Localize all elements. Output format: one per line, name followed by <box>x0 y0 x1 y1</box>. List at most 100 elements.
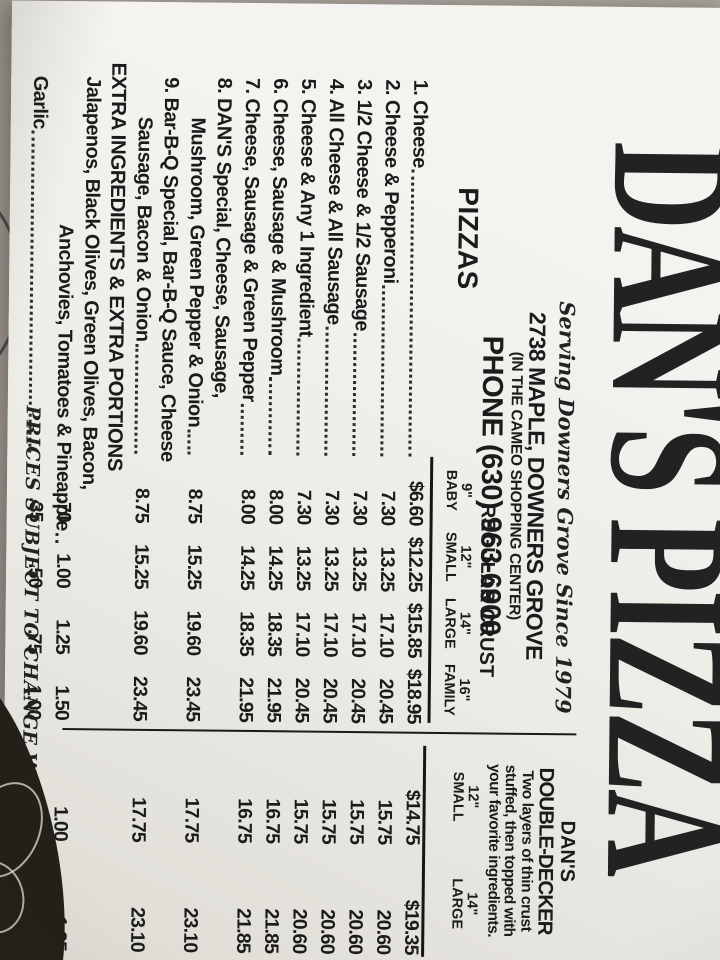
price-regular-crust: 20.45 <box>374 678 397 724</box>
price-regular-crust: $15.85 <box>403 602 426 658</box>
price-regular-crust: 8.00 <box>236 489 259 525</box>
price-double-decker: 23.10 <box>126 906 149 952</box>
column-size: 9" <box>457 482 475 499</box>
menu-tagline: Serving Downers Grove Since 1979 <box>550 301 580 714</box>
dotted-leader <box>240 403 244 455</box>
dotted-leader <box>296 338 301 456</box>
price-regular-crust: 13.25 <box>291 545 315 591</box>
item-text: Garlic <box>28 75 52 129</box>
item-name-line: 8. DAN'S Special, Cheese, Sausage, <box>209 77 236 398</box>
item-text: 2. Cheese & Pepperoni <box>379 79 404 284</box>
menu-item-list: 1. Cheese $6.60 $12.25 $15.85 $18.95 $14.75 $1… <box>16 62 433 960</box>
item-name-block: 3. 1/2 Cheese & 1/2 Sausage <box>346 79 377 459</box>
item-text: 3. 1/2 Cheese & 1/2 Sausage <box>350 79 376 331</box>
item-text: 1. Cheese <box>408 79 432 168</box>
price-regular-crust: 14.25 <box>235 545 259 591</box>
column-label: FAMILY <box>440 663 458 716</box>
price-regular-crust: 23.45 <box>128 675 151 721</box>
price-regular-crust: 21.95 <box>262 677 285 723</box>
price-regular-crust: 17.10 <box>347 612 370 658</box>
price-double-decker: 23.10 <box>179 907 202 953</box>
item-name-line: 6. Cheese, Sausage & Mushroom <box>262 78 293 458</box>
price-double-decker: 21.85 <box>260 908 283 954</box>
column-size: 16" <box>455 678 472 702</box>
column-label: SMALL <box>441 531 459 582</box>
dotted-leader <box>352 332 357 457</box>
price-regular-crust: 17.10 <box>319 611 342 657</box>
item-name-block: 8. DAN'S Special, Cheese, Sausage, Mushro… <box>181 77 237 458</box>
price-regular-crust: 19.60 <box>182 610 205 656</box>
extra-item-row: Jalapenos, Black Olives, Green Olives, B… <box>45 76 106 958</box>
column-header-dd-small: 12" SMALL <box>450 743 481 850</box>
item-text: 5. Cheese & Any 1 Ingredient <box>294 78 320 337</box>
dotted-leader <box>187 429 191 455</box>
price-regular-crust: 20.45 <box>290 677 313 723</box>
price-regular-crust: $6.60 <box>404 480 428 526</box>
column-size: 14" <box>456 611 473 636</box>
price-double-decker: 15.75 <box>345 799 368 845</box>
price-regular-crust: 19.60 <box>129 609 152 655</box>
column-size: 14" <box>463 892 481 916</box>
item-name-block: 6. Cheese, Sausage & Mushroom <box>262 78 293 458</box>
item-name-line: 7. Cheese, Sausage & Green Pepper <box>234 78 265 458</box>
double-decker-columns: 12" SMALL 14" LARGE <box>449 743 482 957</box>
price-regular-crust: 1.25 <box>51 619 74 655</box>
item-name-block: 5. Cheese & Any 1 Ingredient <box>290 78 321 458</box>
price-regular-crust: 1.00 <box>51 553 75 589</box>
price-double-decker: 17.75 <box>180 797 203 843</box>
dotted-leader <box>408 169 415 457</box>
column-header-large: 14" LARGE <box>441 590 472 657</box>
price-regular-crust: 15.25 <box>182 544 206 590</box>
item-name-line: 5. Cheese & Any 1 Ingredient <box>290 78 321 458</box>
menu-item-row: 9. Bar-B-Q Special, Bar-B-Q Sauce, Chees… <box>123 77 184 959</box>
price-regular-crust: $18.95 <box>402 668 426 724</box>
double-decker-description: your favorite ingredients. <box>484 763 504 938</box>
price-double-decker: 15.75 <box>317 798 340 844</box>
double-decker-description: Two layers of thin crust <box>517 770 537 932</box>
item-name-line: Jalapenos, Black Olives, Green Olives, B… <box>77 76 105 490</box>
price-regular-crust: 21.95 <box>234 677 257 723</box>
price-regular-crust: 13.25 <box>375 546 399 592</box>
price-regular-crust: $12.25 <box>403 536 427 592</box>
dotted-leader <box>268 377 273 456</box>
price-double-decker: 20.60 <box>288 908 311 954</box>
price-regular-crust: 7.30 <box>320 489 343 525</box>
item-name-block: 2. Cheese & Pepperoni <box>374 79 405 459</box>
double-decker-title-line1: DAN'S <box>555 820 579 883</box>
price-double-decker: 21.85 <box>232 908 255 954</box>
column-header-dd-large: 14" LARGE <box>449 850 480 957</box>
item-name-line: 4. All Cheese & All Sausage <box>318 79 349 459</box>
price-regular-crust: 15.25 <box>129 543 153 589</box>
price-regular-crust: .70 <box>52 497 75 523</box>
price-regular-crust: 13.25 <box>347 546 371 592</box>
price-regular-crust: 23.45 <box>181 676 204 722</box>
price-regular-crust: 17.10 <box>375 612 398 658</box>
column-header-small: 12" SMALL <box>442 523 473 590</box>
price-regular-crust: 14.25 <box>263 545 287 591</box>
price-regular-crust: 17.10 <box>291 611 314 657</box>
item-name-line: 1. Cheese <box>402 80 433 460</box>
item-name-block: 7. Cheese, Sausage & Green Pepper <box>234 78 265 458</box>
price-double-decker: 15.75 <box>289 798 312 844</box>
column-label: LARGE <box>448 878 466 930</box>
price-double-decker: 16.75 <box>233 798 256 844</box>
item-text: 7. Cheese, Sausage & Green Pepper <box>237 77 264 402</box>
price-regular-crust: 1.50 <box>50 685 73 721</box>
item-name-line: Sausage, Bacon & Onion <box>128 77 158 457</box>
column-size: 12" <box>465 785 482 809</box>
column-header-baby: 9" BABY <box>443 457 474 524</box>
price-regular-crust: 8.00 <box>264 489 287 525</box>
item-name-line: 2. Cheese & Pepperoni <box>374 79 405 459</box>
item-name-line: 3. 1/2 Cheese & 1/2 Sausage <box>346 79 377 459</box>
dotted-leader <box>324 326 329 456</box>
item-name-line: Mushroom, Green Pepper & Onion <box>181 77 211 457</box>
item-name-line: Garlic <box>22 76 53 456</box>
price-double-decker: 16.75 <box>261 798 284 844</box>
item-text: Mushroom, Green Pepper & Onion <box>183 117 209 428</box>
regular-crust-title: REGULAR CRUST <box>474 503 499 678</box>
double-decker-title-line2: DOUBLE-DECKER <box>533 767 559 935</box>
price-regular-crust: 8.75 <box>130 487 153 523</box>
price-regular-crust: 20.45 <box>318 677 341 723</box>
